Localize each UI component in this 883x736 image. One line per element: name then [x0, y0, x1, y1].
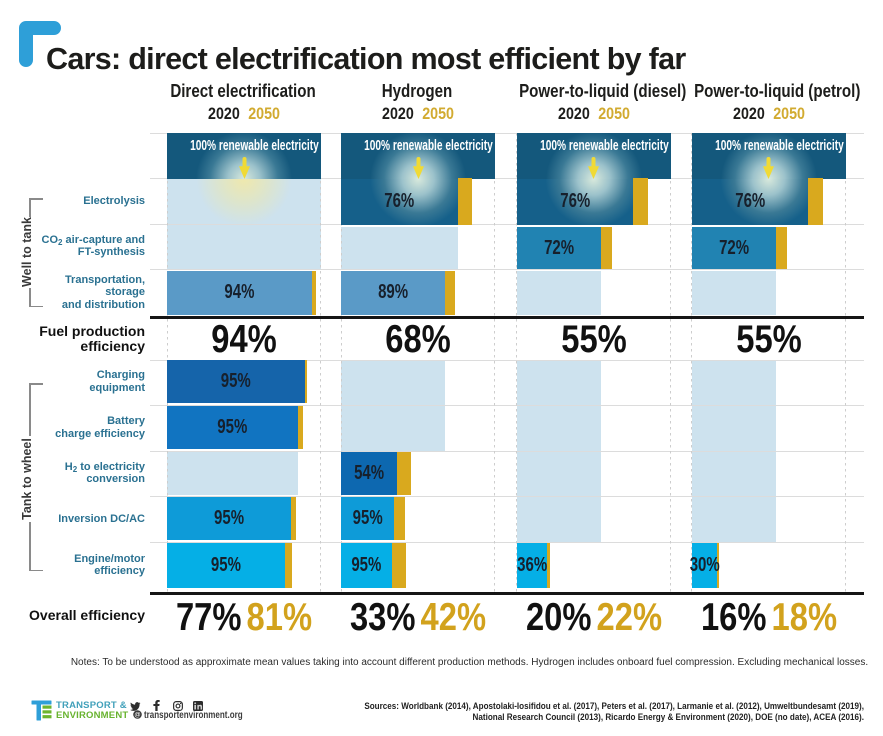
svg-text:@: @: [134, 712, 140, 719]
